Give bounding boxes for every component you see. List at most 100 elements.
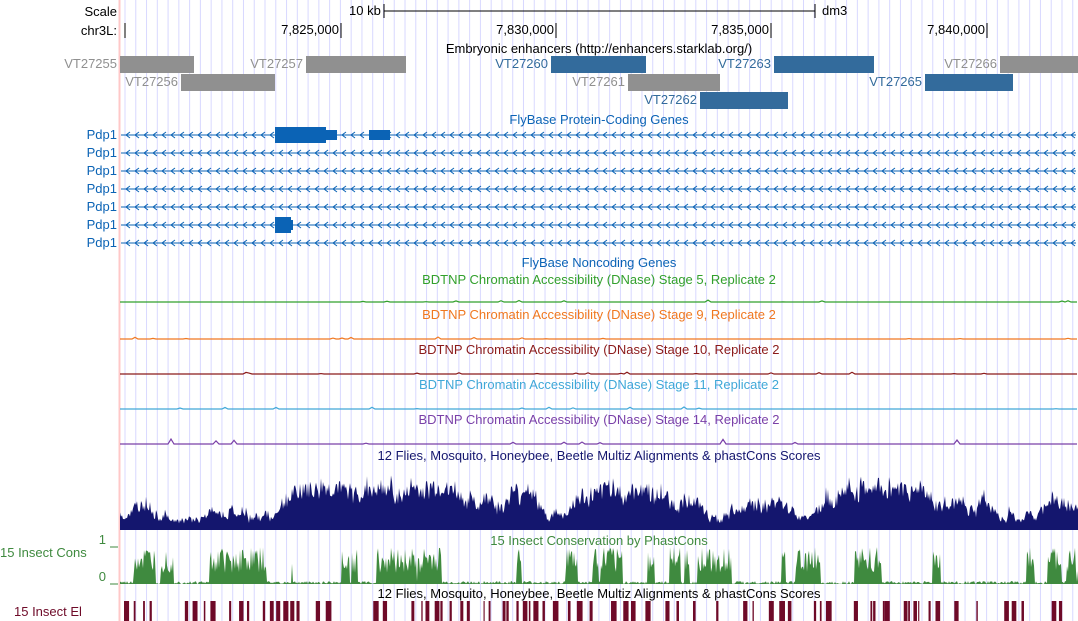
enhancer-feature[interactable] [700, 92, 788, 109]
conserved-element[interactable] [315, 601, 321, 621]
enhancer-label[interactable]: VT27262 [644, 92, 697, 107]
track-title-genes[interactable]: FlyBase Protein-Coding Genes [509, 112, 689, 127]
conserved-element[interactable] [589, 601, 593, 621]
conserved-element[interactable] [1051, 601, 1057, 621]
exon[interactable] [287, 220, 293, 230]
enhancer-feature[interactable] [925, 74, 1013, 91]
conserved-element[interactable] [542, 601, 545, 621]
track-title-dnase-stage9[interactable]: BDTNP Chromatin Accessibility (DNase) St… [422, 307, 776, 322]
track-title-dnase-stage5[interactable]: BDTNP Chromatin Accessibility (DNase) St… [422, 272, 776, 287]
conserved-element[interactable] [954, 601, 959, 621]
conserved-element[interactable] [421, 601, 423, 621]
conserved-element[interactable] [882, 601, 885, 621]
conserved-element[interactable] [203, 601, 206, 621]
conserved-element[interactable] [382, 601, 388, 621]
conserved-element[interactable] [269, 601, 274, 621]
conserved-element[interactable] [449, 601, 452, 621]
conserved-element[interactable] [229, 601, 232, 621]
conserved-element[interactable] [918, 601, 920, 621]
conserved-element[interactable] [210, 601, 216, 621]
gene-label[interactable]: Pdp1 [86, 199, 117, 214]
gene-label[interactable]: Pdp1 [86, 145, 117, 160]
conserved-element[interactable] [283, 601, 289, 621]
enhancer-feature[interactable] [774, 56, 874, 73]
enhancer-feature[interactable] [120, 56, 194, 73]
conserved-element[interactable] [502, 601, 506, 621]
track-title-multiz[interactable]: 12 Flies, Mosquito, Honeybee, Beetle Mul… [377, 448, 821, 463]
track-title-elements[interactable]: 12 Flies, Mosquito, Honeybee, Beetle Mul… [377, 586, 821, 601]
cons-side-label[interactable]: 15 Insect Cons [0, 545, 87, 560]
gene-label[interactable]: Pdp1 [86, 181, 117, 196]
conserved-element[interactable] [246, 601, 250, 621]
gene-model[interactable] [121, 149, 1076, 157]
conserved-element[interactable] [853, 601, 858, 621]
conserved-element[interactable] [768, 601, 774, 621]
conserved-element[interactable] [567, 601, 571, 621]
conserved-element[interactable] [516, 601, 519, 621]
conserved-element[interactable] [645, 601, 651, 621]
conserved-element[interactable] [935, 601, 941, 621]
conserved-element[interactable] [819, 601, 822, 621]
conserved-element[interactable] [296, 601, 300, 621]
exon[interactable] [326, 130, 337, 140]
track-title-dnase-stage10[interactable]: BDTNP Chromatin Accessibility (DNase) St… [418, 342, 780, 357]
conserved-element[interactable] [262, 601, 266, 621]
conserved-element[interactable] [928, 601, 931, 621]
conserved-element[interactable] [434, 601, 440, 621]
conserved-element[interactable] [873, 601, 876, 621]
conserved-element[interactable] [1058, 601, 1063, 621]
conserved-element[interactable] [908, 601, 910, 621]
conserved-element[interactable] [552, 601, 559, 621]
conserved-element[interactable] [192, 601, 198, 621]
conserved-element[interactable] [813, 601, 817, 621]
conserved-element[interactable] [623, 601, 629, 621]
conserved-element[interactable] [576, 601, 583, 621]
conserved-element[interactable] [528, 601, 531, 621]
conserved-element[interactable] [716, 601, 719, 621]
enhancer-label[interactable]: VT27255 [64, 56, 117, 71]
conserved-element[interactable] [825, 601, 832, 621]
conserved-element[interactable] [533, 601, 539, 621]
enhancer-label[interactable]: VT27256 [125, 74, 178, 89]
conserved-element[interactable] [290, 601, 295, 621]
gene-label[interactable]: Pdp1 [86, 217, 117, 232]
enhancer-feature[interactable] [306, 56, 406, 73]
conserved-element[interactable] [411, 601, 415, 621]
conserved-element[interactable] [506, 601, 509, 621]
gene-model[interactable] [121, 203, 1076, 211]
gene-label[interactable]: Pdp1 [86, 163, 117, 178]
gene-model[interactable] [121, 167, 1076, 175]
enhancer-label[interactable]: VT27261 [572, 74, 625, 89]
conserved-element[interactable] [373, 601, 379, 621]
conserved-element[interactable] [611, 601, 617, 621]
conserved-element[interactable] [483, 601, 485, 621]
enhancer-feature[interactable] [181, 74, 275, 91]
conserved-element[interactable] [752, 601, 754, 621]
exon[interactable] [369, 130, 390, 140]
conserved-element[interactable] [1021, 601, 1024, 621]
conserved-element[interactable] [425, 601, 430, 621]
conserved-element[interactable] [149, 601, 152, 621]
exon[interactable] [275, 127, 326, 143]
track-title-cons[interactable]: 15 Insect Conservation by PhastCons [490, 533, 708, 548]
enhancer-label[interactable]: VT27257 [250, 56, 303, 71]
track-title-dnase-stage11[interactable]: BDTNP Chromatin Accessibility (DNase) St… [418, 377, 780, 392]
conserved-element[interactable] [903, 601, 908, 621]
enhancer-label[interactable]: VT27263 [718, 56, 771, 71]
conserved-element[interactable] [787, 601, 792, 621]
conserved-element[interactable] [884, 601, 890, 621]
conserved-element[interactable] [143, 601, 145, 621]
conserved-element[interactable] [630, 601, 636, 621]
conserved-element[interactable] [913, 601, 917, 621]
track-title-enhancers[interactable]: Embryonic enhancers (http://enhancers.st… [445, 41, 753, 56]
conserved-element[interactable] [692, 601, 696, 621]
conserved-element[interactable] [1004, 601, 1009, 621]
conserved-element[interactable] [522, 601, 528, 621]
enhancer-feature[interactable] [551, 56, 646, 73]
conserved-element[interactable] [133, 601, 136, 621]
elements-side-label[interactable]: 15 Insect El [14, 604, 82, 619]
gene-label[interactable]: Pdp1 [86, 127, 117, 142]
conserved-element[interactable] [276, 601, 281, 621]
enhancer-label[interactable]: VT27260 [495, 56, 548, 71]
conserved-element[interactable] [325, 601, 332, 621]
